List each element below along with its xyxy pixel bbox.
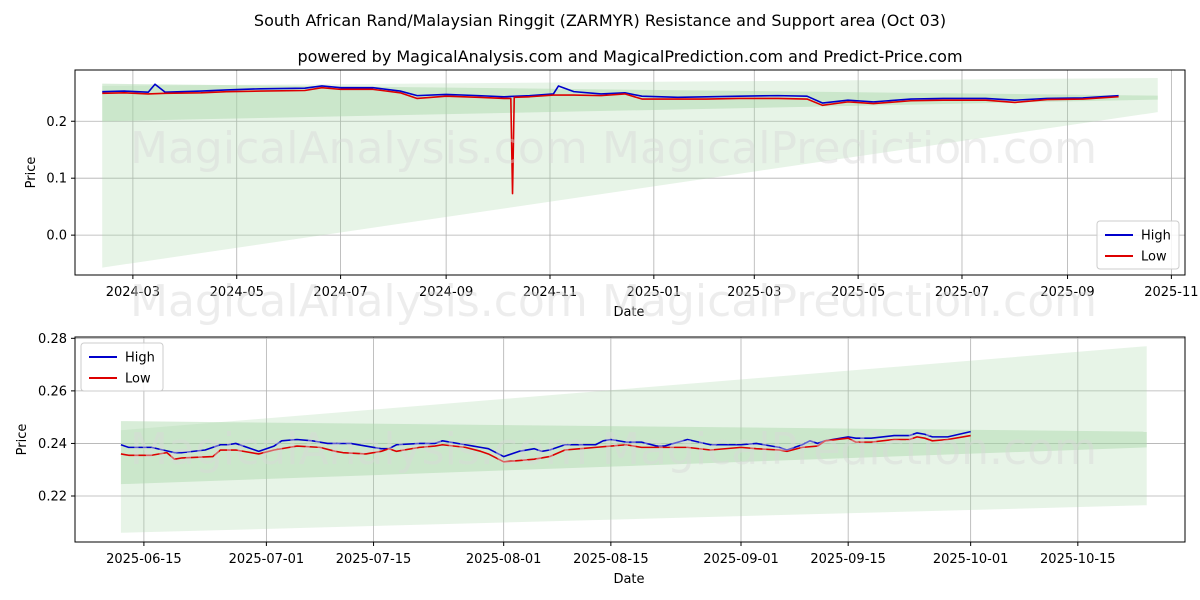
panel0-y-tick-label-2: 0.2	[46, 115, 67, 130]
watermark-prediction-top: MagicalPrediction.com	[602, 123, 1097, 174]
panel1-x-axis-label: Date	[613, 572, 644, 587]
panel0-legend-label-high: High	[1141, 229, 1171, 244]
panel1-x-tick-label-1: 2025-07-01	[229, 552, 305, 567]
panel0-band-1	[102, 77, 1158, 268]
watermark-analysis-top: MagicalAnalysis.com	[130, 123, 588, 174]
panel1-legend-label-high: High	[125, 351, 155, 366]
panel1-y-axis-label: Price	[15, 424, 30, 456]
panel1-legend: High Low	[80, 342, 164, 392]
panel1-x-tick-label-5: 2025-09-01	[703, 552, 779, 567]
panel1-x-tick-label-4: 2025-08-15	[573, 552, 649, 567]
watermark-analysis-mid: MagicalAnalysis.com	[130, 276, 588, 327]
top-plot: 2024-03 2024-05 2024-07 2024-09 2024-11 2025-…	[24, 69, 1199, 320]
panel0-legend-label-low: Low	[1141, 250, 1167, 265]
panel0-series-low-line	[102, 86, 1119, 195]
panel1-band-1	[120, 346, 1147, 533]
panel0-y-tick-label-0: 0.0	[46, 229, 67, 244]
panel1-plot-frame	[74, 336, 1186, 543]
panel0-x-tick-label-9: 2025-09	[1040, 285, 1094, 300]
panel0-x-tick-label-1: 2024-05	[210, 285, 264, 300]
panel0-x-tick-label-0: 2024-03	[106, 285, 160, 300]
panel0-legend: High Low	[1096, 220, 1180, 270]
panel0-x-tick-label-7: 2025-05	[831, 285, 885, 300]
panel0-x-tick-label-5: 2025-01	[627, 285, 681, 300]
panel0-x-tick-label-8: 2025-07	[935, 285, 989, 300]
panel0-band-0	[102, 83, 1158, 122]
panel1-x-tick-label-6: 2025-09-15	[810, 552, 886, 567]
panel1-y-tick-label-1: 0.24	[38, 437, 67, 452]
watermark-prediction-bottom: MagicalPrediction.com	[602, 424, 1097, 475]
panel1-x-tick-label-3: 2025-08-01	[466, 552, 542, 567]
panel0-y-tick-label-1: 0.1	[46, 172, 67, 187]
panel1-x-tick-label-0: 2025-06-15	[106, 552, 182, 567]
watermark-prediction-mid: MagicalPrediction.com	[602, 276, 1097, 327]
panel0-x-tick-label-6: 2025-03	[727, 285, 781, 300]
panel0-plot-frame	[74, 69, 1186, 276]
panel0-y-axis-label: Price	[24, 157, 39, 189]
chart-subtitle: powered by MagicalAnalysis.com and Magic…	[297, 47, 962, 66]
watermark-analysis-bottom: MagicalAnalysis.com	[130, 424, 588, 475]
chart-title: South African Rand/Malaysian Ringgit (ZA…	[254, 11, 946, 30]
panel1-band-0	[120, 421, 1147, 485]
panel1-x-tick-label-2: 2025-07-15	[336, 552, 412, 567]
panel1-y-tick-label-3: 0.28	[38, 332, 67, 347]
panel1-series-low-line	[120, 434, 971, 463]
panel0-x-axis-label: Date	[613, 305, 644, 320]
panel1-x-tick-label-8: 2025-10-15	[1040, 552, 1116, 567]
panel0-x-tick-label-4: 2024-11	[523, 285, 577, 300]
panel0-x-tick-label-10: 2025-11	[1144, 285, 1198, 300]
panel1-y-tick-label-0: 0.22	[38, 490, 67, 505]
bottom-plot: 2025-06-15 2025-07-01 2025-07-15 2025-08-01…	[15, 332, 1186, 587]
panel1-x-tick-label-7: 2025-10-01	[933, 552, 1009, 567]
panel1-y-tick-label-2: 0.26	[38, 384, 67, 399]
panel0-x-tick-label-3: 2024-09	[419, 285, 473, 300]
panel1-legend-label-low: Low	[125, 372, 151, 387]
panel0-x-tick-label-2: 2024-07	[313, 285, 367, 300]
panel0-series-high-line	[102, 83, 1119, 104]
